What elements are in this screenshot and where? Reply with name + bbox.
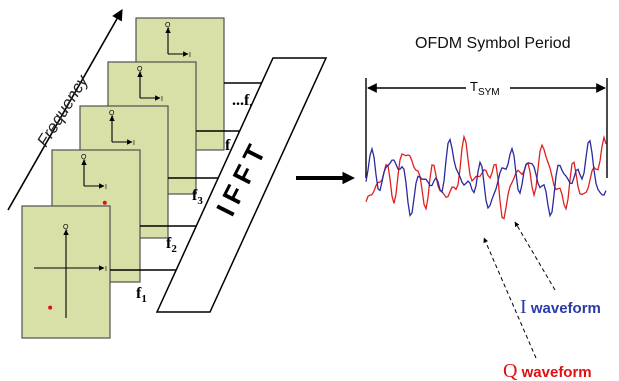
q-axis-label: Q bbox=[63, 224, 69, 231]
ifft-block bbox=[155, 57, 328, 313]
i-axis-label: I bbox=[133, 140, 135, 147]
tsym-label: TSYM bbox=[470, 79, 500, 98]
i-waveform-pointer bbox=[514, 221, 556, 291]
frequency-axis-arrow bbox=[7, 9, 123, 211]
constellation-point bbox=[102, 200, 107, 205]
subcarrier-frequency-label: f2 bbox=[166, 235, 177, 255]
i-axis-label: I bbox=[189, 52, 191, 59]
i-axis-label: I bbox=[161, 96, 163, 103]
symbol-period-title: OFDM Symbol Period bbox=[415, 35, 571, 52]
constellation-point bbox=[48, 305, 53, 310]
i-waveform-label: I waveform bbox=[520, 296, 601, 318]
subcarrier-frequency-label: f3 bbox=[192, 187, 203, 207]
q-waveform-line bbox=[365, 134, 607, 220]
i-axis-label: I bbox=[105, 184, 107, 191]
q-axis-label: Q bbox=[137, 66, 143, 73]
q-waveform-label: Q waveform bbox=[503, 360, 592, 381]
subcarrier-frequency-label: f1 bbox=[136, 285, 147, 305]
q-axis-label: Q bbox=[81, 154, 87, 161]
constellation-panel: QI bbox=[21, 205, 111, 339]
q-axis-label: Q bbox=[165, 22, 171, 29]
q-axis-label: Q bbox=[109, 110, 115, 117]
i-axis-label: I bbox=[105, 266, 107, 273]
q-waveform-pointer bbox=[483, 237, 537, 359]
i-waveform-line bbox=[365, 137, 607, 218]
